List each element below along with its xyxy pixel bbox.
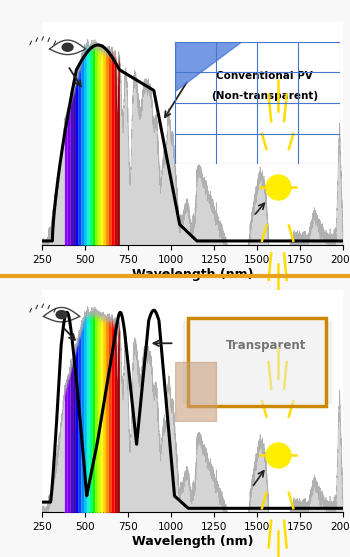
X-axis label: Wavelength (nm): Wavelength (nm) xyxy=(132,535,253,548)
Circle shape xyxy=(62,43,73,51)
Text: Transparent: Transparent xyxy=(226,339,307,351)
Circle shape xyxy=(56,311,67,319)
Text: (Non-transparent): (Non-transparent) xyxy=(211,91,318,101)
Bar xyxy=(188,317,326,407)
Text: Conventional PV: Conventional PV xyxy=(216,71,313,81)
X-axis label: Wavelength (nm): Wavelength (nm) xyxy=(132,267,253,281)
